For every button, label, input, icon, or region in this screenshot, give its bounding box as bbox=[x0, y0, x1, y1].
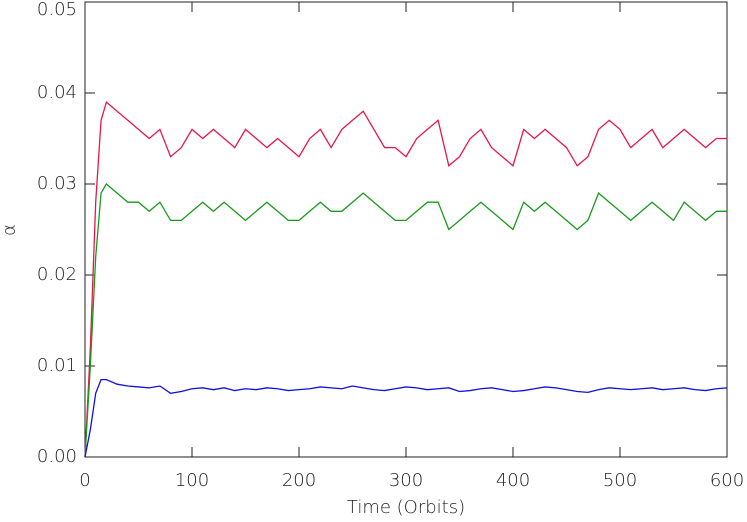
series-line bbox=[84, 100, 727, 458]
x-tick-label: 300 bbox=[389, 470, 423, 491]
x-tick-label: 100 bbox=[175, 470, 209, 491]
y-tick-label: 0.01 bbox=[37, 355, 77, 376]
x-axis-label: Time (Orbits) bbox=[347, 497, 465, 518]
y-tick-label: 0.03 bbox=[37, 173, 77, 194]
y-tick-label: 0.00 bbox=[37, 446, 77, 467]
x-tick-label: 600 bbox=[710, 470, 744, 491]
x-tick-label: 400 bbox=[496, 470, 530, 491]
y-tick-label: 0.02 bbox=[37, 264, 77, 285]
y-axis-label: α bbox=[0, 224, 20, 236]
x-tick-label: 200 bbox=[282, 470, 316, 491]
y-tick-label: 0.04 bbox=[37, 82, 77, 103]
series-line bbox=[84, 183, 727, 458]
plot-frame bbox=[84, 1, 728, 458]
x-tick-label: 500 bbox=[603, 470, 637, 491]
y-tick-label: 0.05 bbox=[37, 0, 77, 20]
series-line bbox=[84, 379, 728, 458]
x-tick-label: 0 bbox=[79, 470, 90, 491]
